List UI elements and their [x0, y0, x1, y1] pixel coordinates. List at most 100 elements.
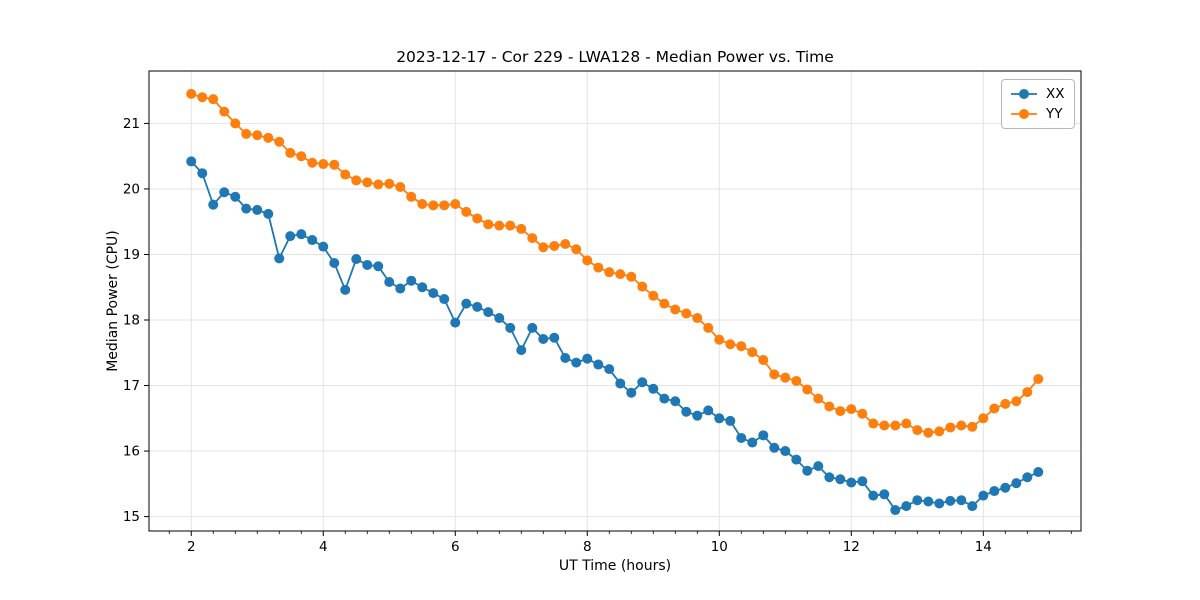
data-point-XX [1000, 482, 1011, 493]
data-point-YY [230, 118, 241, 129]
data-point-XX [802, 465, 813, 476]
y-tick-label: 16 [123, 444, 140, 460]
data-point-YY [208, 94, 219, 105]
data-point-YY [626, 271, 637, 282]
data-point-XX [362, 259, 373, 270]
data-point-YY [857, 408, 868, 419]
data-point-YY [769, 369, 780, 380]
data-point-XX [604, 364, 615, 375]
x-tick-label: 14 [975, 539, 992, 555]
data-point-XX [439, 294, 450, 305]
x-tick-label: 10 [711, 539, 728, 555]
data-point-XX [527, 322, 538, 333]
data-point-XX [505, 322, 516, 333]
x-tick-label: 8 [583, 539, 592, 555]
data-point-YY [945, 422, 956, 433]
data-point-XX [395, 283, 406, 294]
data-point-XX [989, 486, 1000, 497]
data-point-YY [1033, 373, 1044, 384]
data-point-XX [670, 396, 681, 407]
data-point-XX [373, 261, 384, 272]
data-point-XX [1033, 467, 1044, 478]
data-point-XX [846, 477, 857, 488]
data-point-XX [263, 208, 274, 219]
data-point-XX [494, 313, 505, 324]
data-point-XX [318, 241, 329, 252]
y-tick-label: 20 [123, 181, 140, 197]
data-point-YY [373, 179, 384, 190]
data-point-XX [890, 505, 901, 516]
data-point-XX [978, 490, 989, 501]
data-point-YY [791, 375, 802, 386]
data-point-XX [659, 393, 670, 404]
data-point-XX [340, 284, 351, 295]
y-axis-label: Median Power (CPU) [105, 230, 121, 372]
data-point-YY [538, 242, 549, 253]
data-point-XX [538, 334, 549, 345]
data-point-XX [648, 383, 659, 394]
legend-marker-YY [1011, 109, 1037, 119]
data-point-XX [241, 203, 252, 214]
data-point-YY [472, 213, 483, 224]
data-point-XX [615, 378, 626, 389]
data-point-YY [494, 220, 505, 231]
x-tick-label: 2 [187, 539, 196, 555]
data-point-YY [439, 200, 450, 211]
data-point-XX [747, 437, 758, 448]
data-point-YY [406, 191, 417, 202]
data-point-YY [868, 418, 879, 429]
data-point-YY [197, 92, 208, 103]
data-point-YY [318, 159, 329, 170]
x-tick-label: 12 [843, 539, 860, 555]
data-point-YY [604, 267, 615, 278]
chart-title: 2023-12-17 - Cor 229 - LWA128 - Median P… [396, 48, 834, 66]
data-point-YY [450, 199, 461, 210]
data-point-YY [813, 393, 824, 404]
data-point-XX [461, 298, 472, 309]
data-point-YY [923, 427, 934, 438]
data-point-XX [956, 495, 967, 506]
legend-item-YY: YY [1009, 104, 1065, 124]
data-point-XX [208, 199, 219, 210]
data-point-XX [582, 353, 593, 364]
data-point-YY [395, 181, 406, 192]
data-point-XX [549, 332, 560, 343]
data-point-XX [868, 490, 879, 501]
data-point-XX [824, 472, 835, 483]
data-point-YY [571, 244, 582, 255]
y-tick-label: 21 [123, 116, 140, 132]
data-point-YY [879, 420, 890, 431]
data-point-XX [307, 235, 318, 246]
data-point-XX [714, 413, 725, 424]
data-point-YY [219, 106, 230, 117]
data-point-XX [835, 474, 846, 485]
data-point-XX [186, 156, 197, 167]
data-point-XX [560, 353, 571, 364]
data-point-XX [1022, 472, 1033, 483]
data-point-XX [780, 446, 791, 457]
x-tick-label: 6 [451, 539, 460, 555]
data-point-XX [274, 253, 285, 264]
data-point-YY [835, 406, 846, 417]
data-point-XX [637, 377, 648, 388]
data-point-XX [934, 498, 945, 509]
data-point-YY [428, 200, 439, 211]
y-tick-label: 15 [123, 509, 140, 525]
series-line-XX [190, 160, 1039, 512]
data-point-YY [824, 401, 835, 412]
data-point-XX [219, 187, 230, 198]
data-point-YY [549, 240, 560, 251]
data-point-YY [1022, 387, 1033, 398]
data-point-YY [648, 290, 659, 301]
y-tick-label: 19 [123, 247, 140, 263]
data-point-YY [659, 298, 670, 309]
data-point-XX [692, 410, 703, 421]
data-point-XX [571, 357, 582, 368]
data-point-YY [846, 404, 857, 415]
data-point-YY [758, 354, 769, 365]
data-point-XX [351, 254, 362, 265]
data-point-YY [989, 403, 1000, 414]
data-point-XX [285, 231, 296, 242]
legend-label: XX [1046, 86, 1065, 102]
data-point-YY [296, 151, 307, 162]
